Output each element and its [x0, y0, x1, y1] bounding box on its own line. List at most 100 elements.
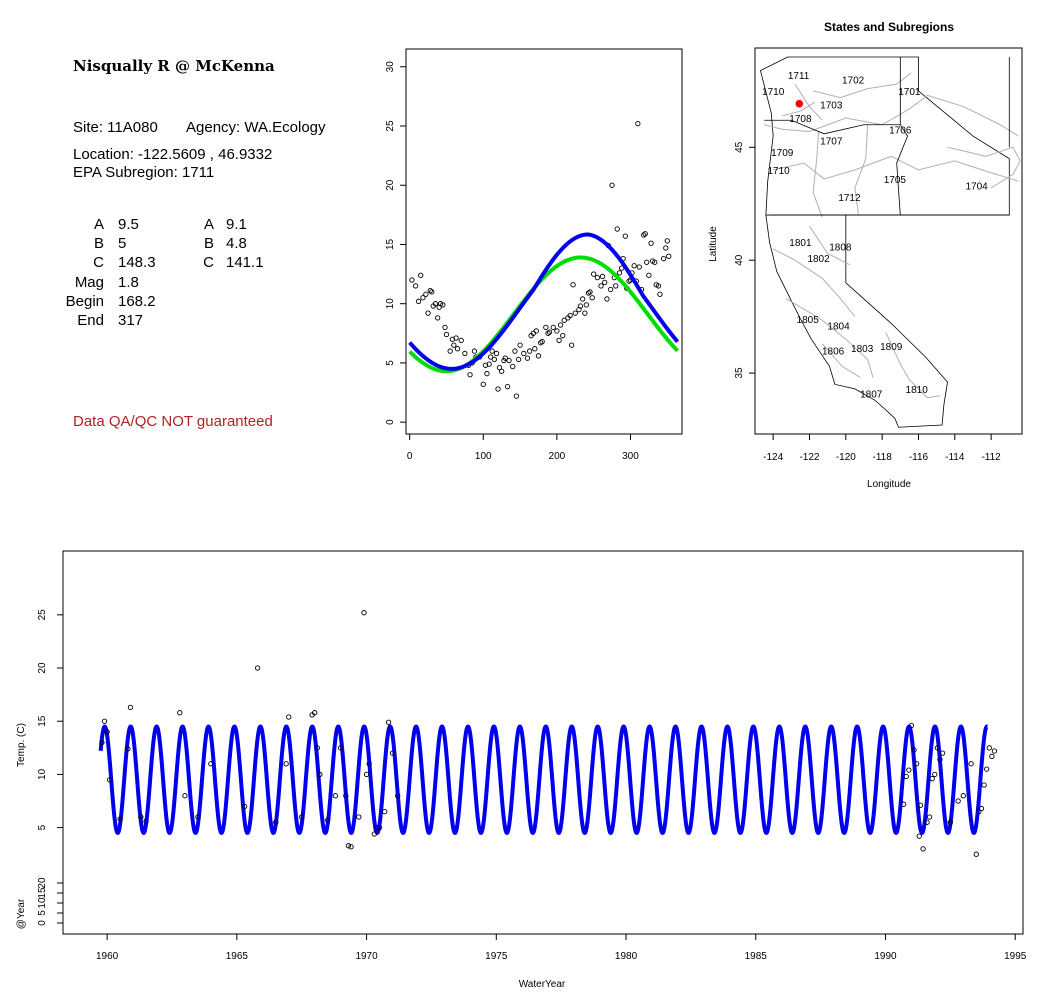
- data-point: [473, 354, 479, 360]
- data-point: [513, 393, 520, 399]
- data-point: [609, 182, 615, 188]
- data-point: [493, 350, 500, 357]
- data-point: [627, 277, 634, 283]
- data-point: [906, 767, 912, 773]
- data-point: [241, 803, 248, 809]
- data-point: [635, 120, 641, 127]
- region-label: 1704: [965, 182, 988, 193]
- data-point: [653, 282, 659, 288]
- data-point: [309, 712, 315, 718]
- data-point: [487, 354, 494, 360]
- data-point: [469, 360, 475, 366]
- param-value: 168.2: [118, 293, 156, 310]
- region-label: 1710: [762, 87, 785, 98]
- data-point: [273, 819, 279, 825]
- data-point: [641, 232, 647, 238]
- subregion-boundary: [794, 83, 823, 121]
- region-label: 1807: [860, 389, 883, 400]
- data-point: [920, 846, 926, 852]
- data-point: [177, 710, 183, 716]
- subregion-boundary: [763, 94, 1019, 137]
- data-point: [99, 739, 105, 746]
- map-background: [755, 48, 1022, 434]
- y-tick-label: 5: [385, 360, 396, 366]
- map-y-tick-label: 35: [734, 367, 745, 379]
- y-tick-label: 0: [385, 419, 396, 425]
- data-point: [480, 381, 486, 387]
- data-point: [660, 256, 667, 262]
- data-point: [432, 301, 439, 307]
- subregion: EPA Subregion: 1711: [73, 164, 215, 181]
- ts-x-label: WaterYear: [519, 979, 566, 990]
- data-point: [317, 771, 323, 778]
- data-point: [504, 383, 511, 390]
- data-point: [663, 245, 669, 251]
- data-point: [458, 337, 464, 344]
- data-point: [932, 771, 938, 778]
- region-label: 1706: [889, 125, 912, 136]
- data-point: [517, 342, 523, 348]
- data-point: [598, 283, 604, 289]
- map-y-label: Latitude: [708, 226, 719, 262]
- param-label: A: [93, 216, 104, 233]
- plot-frame: [405, 48, 683, 435]
- data-point: [613, 283, 619, 289]
- data-point: [467, 372, 473, 378]
- ts-x-tick-label: 1965: [226, 951, 249, 962]
- data-point: [648, 240, 654, 246]
- map-title: States and Subregions: [824, 20, 954, 34]
- data-point: [423, 291, 429, 297]
- data-point: [955, 798, 961, 804]
- data-point: [521, 350, 527, 357]
- ts-x-tick-label: 1980: [615, 951, 638, 962]
- data-point: [599, 273, 606, 280]
- data-point: [420, 295, 426, 301]
- data-point: [545, 330, 551, 336]
- data-point: [442, 324, 448, 331]
- data-point: [489, 348, 495, 354]
- state-border: [764, 119, 901, 135]
- data-point: [454, 346, 461, 352]
- region-label: 1701: [898, 87, 921, 98]
- data-point: [989, 753, 995, 759]
- data-point: [638, 286, 645, 293]
- y-tick-label: 15: [385, 238, 396, 250]
- map-x-tick-label: -120: [836, 452, 856, 463]
- data-point: [978, 805, 985, 812]
- data-point: [583, 302, 589, 308]
- data-point: [633, 278, 640, 284]
- data-point: [947, 819, 954, 825]
- region-label: 1802: [807, 254, 830, 265]
- data-point: [343, 793, 349, 799]
- region-label: 1803: [851, 344, 874, 355]
- data-point: [437, 301, 444, 307]
- data-point: [620, 256, 626, 262]
- data-point: [501, 357, 507, 364]
- ts-x-tick-label: 1975: [485, 951, 508, 962]
- data-point: [125, 746, 131, 752]
- data-point: [550, 324, 556, 331]
- y-tick-label: 20: [385, 179, 396, 191]
- y-tick-label: 30: [385, 61, 396, 73]
- data-point: [453, 335, 459, 341]
- fit-line-green: [408, 255, 680, 374]
- subregion-boundary: [773, 155, 1019, 182]
- data-point: [649, 258, 656, 264]
- data-point: [425, 310, 431, 316]
- map-x-tick-label: -124: [763, 452, 783, 463]
- data-point: [991, 748, 998, 754]
- data-point: [348, 844, 354, 850]
- data-point: [926, 814, 933, 820]
- data-point: [382, 809, 388, 815]
- map-y-tick-label: 40: [734, 254, 745, 266]
- data-point: [429, 289, 435, 295]
- region-label: 1712: [838, 193, 861, 204]
- data-point: [561, 317, 567, 323]
- region-label: 1801: [789, 238, 812, 249]
- ts-y-label: Temp. (C): [16, 723, 27, 767]
- data-point: [366, 761, 372, 767]
- ts-y2-tick-label: 15: [37, 887, 48, 899]
- region-label: 1710: [767, 166, 790, 177]
- data-point: [929, 776, 935, 782]
- param-value: 141.1: [226, 254, 264, 271]
